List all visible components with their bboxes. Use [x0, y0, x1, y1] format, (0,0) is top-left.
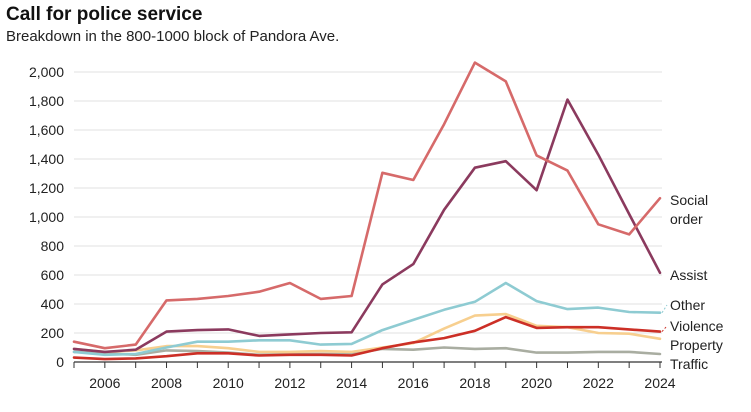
series-label-property: Property — [670, 337, 723, 353]
label-leader-other — [661, 304, 668, 313]
y-tick-label: 1,000 — [29, 209, 64, 225]
series-label-social-order-line: order — [670, 211, 703, 227]
x-tick-label: 2006 — [89, 375, 120, 391]
y-tick-label: 1,600 — [29, 122, 64, 138]
series-line-assist — [72, 98, 662, 354]
y-tick-label: 400 — [41, 296, 65, 312]
y-tick-label: 1,400 — [29, 151, 64, 167]
x-tick-label: 2008 — [151, 375, 182, 391]
y-tick-label: 0 — [56, 354, 64, 370]
x-tick-label: 2012 — [274, 375, 305, 391]
y-tick-label: 1,800 — [29, 93, 64, 109]
y-tick-label: 800 — [41, 238, 65, 254]
chart-title: Call for police service — [6, 4, 203, 25]
series-label-violence: Violence — [670, 318, 724, 334]
x-tick-label: 2018 — [459, 375, 490, 391]
series-line-other — [72, 281, 662, 357]
y-tick-label: 2,000 — [29, 64, 64, 80]
series-line-violence — [72, 315, 662, 361]
label-leader-violence — [661, 325, 668, 332]
x-tick-label: 2010 — [213, 375, 244, 391]
x-tick-label: 2024 — [644, 375, 675, 391]
y-tick-label: 1,200 — [29, 180, 64, 196]
series-label-traffic: Traffic — [670, 356, 708, 372]
series-label-social-order-line: Social — [670, 192, 708, 208]
x-tick-label: 2022 — [583, 375, 614, 391]
x-tick-label: 2014 — [336, 375, 367, 391]
series-line-social-order — [72, 61, 662, 350]
x-tick-label: 2020 — [521, 375, 552, 391]
chart-subtitle: Breakdown in the 800-1000 block of Pando… — [6, 28, 340, 45]
series-label-social-order: Social order — [670, 192, 708, 227]
series-label-assist: Assist — [670, 267, 707, 283]
y-tick-label: 600 — [41, 267, 65, 283]
y-tick-label: 200 — [41, 325, 65, 341]
x-tick-label: 2016 — [398, 375, 429, 391]
series-label-other: Other — [670, 297, 705, 313]
